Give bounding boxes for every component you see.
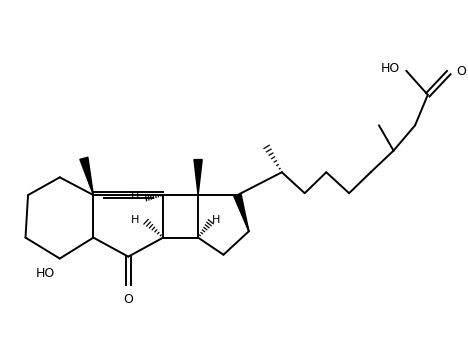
Polygon shape (234, 194, 249, 231)
Polygon shape (194, 160, 202, 195)
Text: HO: HO (36, 268, 55, 280)
Text: H: H (212, 216, 220, 226)
Text: H: H (132, 216, 140, 226)
Text: O: O (456, 65, 466, 78)
Text: HO: HO (380, 62, 400, 75)
Text: H: H (132, 191, 140, 201)
Text: O: O (124, 293, 133, 306)
Polygon shape (80, 157, 94, 195)
